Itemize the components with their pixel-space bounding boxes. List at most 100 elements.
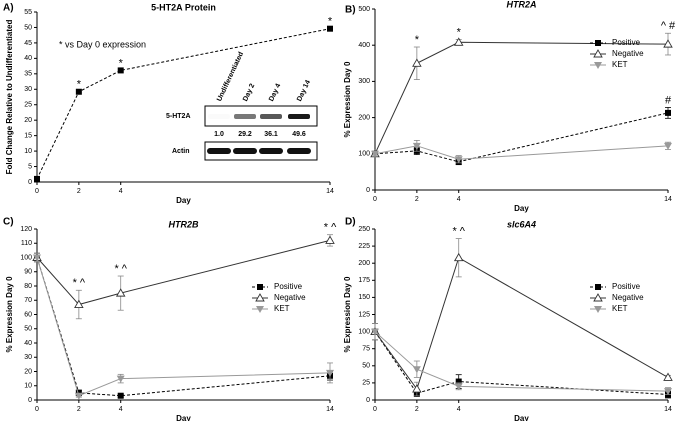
y-tick-label: 55 [24,9,32,16]
y-tick-label: 75 [362,346,370,353]
inset-column-label: Undifferentiated [216,51,245,103]
x-tick-label: 2 [415,406,419,413]
actin-band [233,148,257,154]
inset-value-label: 1.0 [214,131,224,138]
y-tick-label: 45 [24,40,32,47]
annotation: # [665,94,672,106]
annotation: * [77,79,82,91]
legend-label: Positive [274,282,303,291]
inset-row-label: Actin [172,148,190,155]
y-tick-label: 0 [366,187,370,194]
marker [595,284,601,290]
series-line [36,257,331,397]
y-tick-label: 110 [21,240,32,247]
marker [593,293,603,302]
y-tick-label: 200 [358,114,370,121]
actin-band [259,148,283,154]
marker [75,88,82,95]
marker [371,150,379,158]
y-tick-label: 0 [28,397,32,404]
panel-label: B) [345,5,356,16]
marker [412,384,422,393]
legend-label: KET [612,304,628,313]
marker [326,369,334,377]
marker [74,392,83,400]
y-tick-label: 125 [358,311,370,318]
y-tick-label: 50 [24,326,32,333]
marker [115,288,126,297]
x-tick-label: 14 [326,406,334,413]
y-tick-label: 200 [358,260,370,267]
marker [34,175,40,182]
y-tick-label: 40 [24,340,32,347]
x-axis-label: Day [176,196,191,205]
marker [412,366,421,374]
inset-column-label: Day 14 [296,79,312,103]
x-axis-label: Day [514,204,529,213]
marker [117,67,124,74]
y-tick-label: 400 [358,42,370,49]
inset-value-label: 49.6 [292,131,306,138]
y-tick-label: 30 [24,354,32,361]
chart-title: 5-HT2A Protein [151,2,216,12]
x-tick-label: 4 [119,406,123,413]
annotation: ^ # [661,20,676,32]
y-tick-label: 15 [24,132,32,139]
series-line [374,331,669,392]
legend-label: Positive [612,38,641,47]
y-axis-label: Fold Change Relative to Undifferentiated [5,20,14,175]
chart-title: HTR2A [506,0,536,9]
marker [663,372,673,381]
annotation: * ^ [73,277,86,289]
series-line [374,331,669,396]
x-tick-label: 4 [457,196,461,203]
inset-column-label: Day 2 [242,83,256,103]
marker [593,49,603,58]
legend-label: Negative [612,49,644,58]
x-tick-label: 4 [457,406,461,413]
chart-title: slc6A4 [507,219,536,229]
marker [454,156,463,164]
blot-band [234,114,256,119]
marker [453,37,464,46]
x-tick-label: 2 [77,188,81,195]
x-axis-label: Day [176,414,191,421]
panel-label: C) [3,217,14,228]
annotation: * [328,16,333,28]
marker [33,254,41,262]
panel-label: A) [3,3,14,14]
marker [594,306,602,313]
annotation: * [415,34,420,46]
y-axis-label: % Expression Day 0 [343,61,352,138]
blot-band [208,114,230,119]
legend-label: KET [274,304,290,313]
marker [117,392,124,399]
inset-value-label: 29.2 [238,131,252,138]
marker [325,235,335,244]
annotation: * ^ [452,225,465,237]
x-axis-label: Day [514,414,529,421]
annotation: * ^ [114,263,127,275]
y-tick-label: 70 [24,297,32,304]
legend-label: Positive [612,282,641,291]
x-tick-label: 0 [35,188,39,195]
marker [595,40,601,46]
y-tick-label: 90 [24,269,32,276]
y-tick-label: 100 [358,151,370,158]
y-tick-label: 100 [358,328,370,335]
y-tick-label: 25 [362,380,370,387]
y-tick-label: 5 [28,163,32,170]
x-tick-label: 2 [77,406,81,413]
y-axis-label: % Expression Day 0 [343,276,352,353]
x-tick-label: 0 [373,406,377,413]
marker [255,293,265,302]
series-line [374,112,669,163]
marker [664,388,672,396]
annotation: * [457,26,462,38]
y-tick-label: 150 [358,294,370,301]
y-tick-label: 0 [28,179,32,186]
marker [453,252,464,262]
marker [371,328,379,336]
